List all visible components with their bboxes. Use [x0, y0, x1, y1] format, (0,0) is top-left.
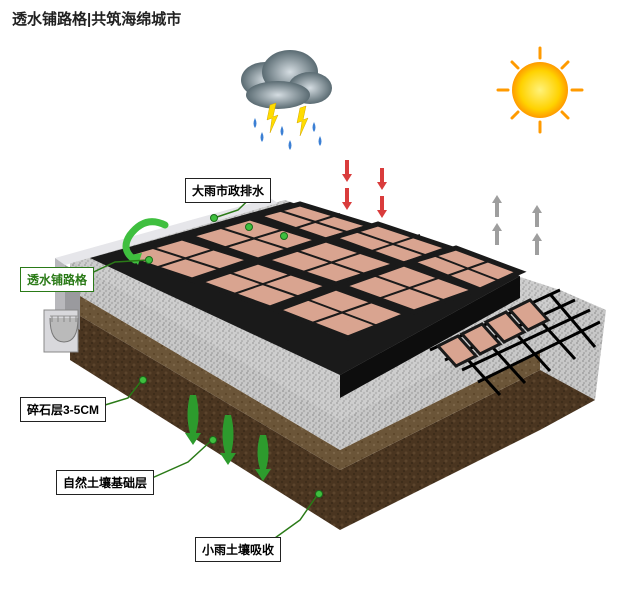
label-drain: 大雨市政排水 — [185, 178, 271, 203]
label-soil-absorb: 小雨土壤吸收 — [195, 537, 281, 562]
gray-arrow-icon — [492, 195, 542, 255]
callout-dot — [209, 436, 217, 444]
red-arrow-icon — [342, 160, 387, 218]
diagram-scene — [0, 0, 617, 592]
label-gravel: 碎石层3-5CM — [20, 397, 106, 422]
label-soil-base: 自然土壤基础层 — [56, 470, 154, 495]
page-title: 透水铺路格|共筑海绵城市 — [12, 8, 181, 29]
label-grid: 透水铺路格 — [20, 267, 94, 292]
callout-dot — [280, 232, 288, 240]
callout-dot — [139, 376, 147, 384]
callout-dot — [210, 214, 218, 222]
callout-dot — [145, 256, 153, 264]
callout-dot — [315, 490, 323, 498]
cloud-icon — [241, 50, 332, 150]
callout-dot — [245, 223, 253, 231]
sun-icon — [498, 48, 582, 132]
drain-channel — [44, 310, 78, 352]
